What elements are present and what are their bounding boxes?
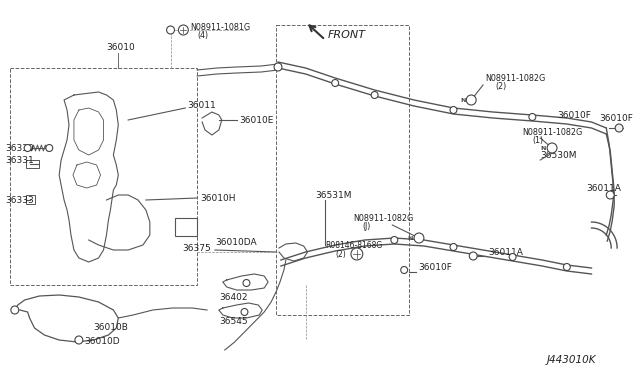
Text: 36331: 36331 xyxy=(5,155,34,164)
Circle shape xyxy=(414,233,424,243)
Circle shape xyxy=(391,237,398,244)
Bar xyxy=(10,68,197,285)
Bar xyxy=(175,218,197,236)
Text: 36010B: 36010B xyxy=(93,324,129,333)
Circle shape xyxy=(351,248,363,260)
Circle shape xyxy=(274,63,282,71)
Text: 36010F: 36010F xyxy=(600,113,633,122)
Circle shape xyxy=(469,252,477,260)
Circle shape xyxy=(24,144,31,151)
Text: 36333: 36333 xyxy=(5,196,34,205)
Bar xyxy=(276,25,409,315)
Circle shape xyxy=(467,95,476,105)
Circle shape xyxy=(606,191,614,199)
Text: FRONT: FRONT xyxy=(327,30,365,40)
Text: 36010DA: 36010DA xyxy=(215,237,257,247)
Text: 36545: 36545 xyxy=(219,317,248,327)
Text: N: N xyxy=(408,235,413,241)
Circle shape xyxy=(371,92,378,99)
Text: (2): (2) xyxy=(495,81,506,90)
Text: 36010H: 36010H xyxy=(200,193,236,202)
Circle shape xyxy=(46,144,52,151)
Text: N08911-1082G: N08911-1082G xyxy=(353,214,413,222)
Circle shape xyxy=(547,143,557,153)
Circle shape xyxy=(529,113,536,121)
Text: 36531M: 36531M xyxy=(316,190,352,199)
Text: N: N xyxy=(541,145,546,151)
Circle shape xyxy=(75,336,83,344)
Circle shape xyxy=(11,306,19,314)
Circle shape xyxy=(401,266,408,273)
Circle shape xyxy=(179,25,188,35)
Text: 36010E: 36010E xyxy=(239,115,274,125)
Text: N: N xyxy=(460,97,465,103)
Text: (1): (1) xyxy=(532,135,543,144)
Text: 36010F: 36010F xyxy=(418,263,452,273)
Text: N08911-1081G: N08911-1081G xyxy=(190,22,250,32)
Text: R08146-8168G: R08146-8168G xyxy=(325,241,383,250)
Text: 36010F: 36010F xyxy=(557,110,591,119)
Circle shape xyxy=(166,26,175,34)
Text: N08911-1082G: N08911-1082G xyxy=(485,74,545,83)
Text: 36530M: 36530M xyxy=(540,151,577,160)
Text: N08911-1082G: N08911-1082G xyxy=(522,128,583,137)
Circle shape xyxy=(509,253,516,260)
Text: 36375: 36375 xyxy=(182,244,211,253)
Text: (2): (2) xyxy=(335,250,346,260)
Text: J443010K: J443010K xyxy=(547,355,596,365)
Circle shape xyxy=(332,80,339,87)
Bar xyxy=(26,160,40,168)
Circle shape xyxy=(243,279,250,286)
Circle shape xyxy=(241,308,248,315)
Text: 36402: 36402 xyxy=(219,294,247,302)
Circle shape xyxy=(450,244,457,250)
Circle shape xyxy=(450,106,457,113)
Text: 36010D: 36010D xyxy=(84,337,120,346)
Text: 36011: 36011 xyxy=(188,100,216,109)
Text: 36330: 36330 xyxy=(5,144,34,153)
Text: (4): (4) xyxy=(197,31,208,39)
Circle shape xyxy=(563,263,570,270)
Circle shape xyxy=(615,124,623,132)
Text: (J): (J) xyxy=(363,221,371,231)
Text: 36011A: 36011A xyxy=(587,183,621,192)
Text: 36010: 36010 xyxy=(106,42,135,51)
Text: 36011A: 36011A xyxy=(488,247,523,257)
Bar xyxy=(26,195,35,204)
